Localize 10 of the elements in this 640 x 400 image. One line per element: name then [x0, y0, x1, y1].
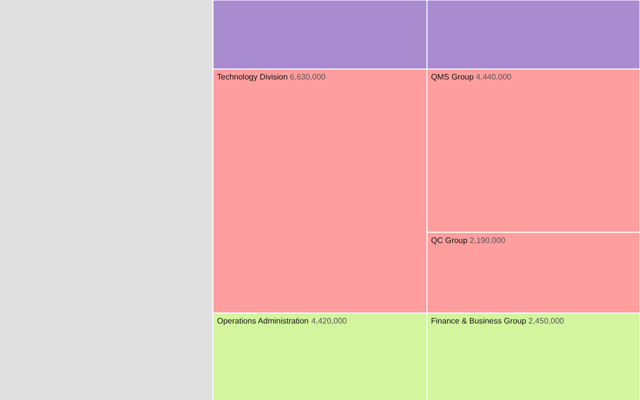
- data-label: 4,440,000: [476, 72, 512, 82]
- category-label: QMS Group: [431, 72, 474, 82]
- category-label: QC Group: [431, 236, 468, 245]
- category-label: Operations Administration: [217, 316, 309, 326]
- data-label: 4,420,000: [311, 316, 348, 326]
- category-label: Finance & Business Group: [431, 316, 527, 326]
- data-label: 2,190,000: [470, 236, 506, 245]
- data-label: 6,630,000: [290, 72, 326, 82]
- data-label: 2,450,000: [528, 316, 565, 326]
- category-label: Technology Division: [217, 72, 288, 82]
